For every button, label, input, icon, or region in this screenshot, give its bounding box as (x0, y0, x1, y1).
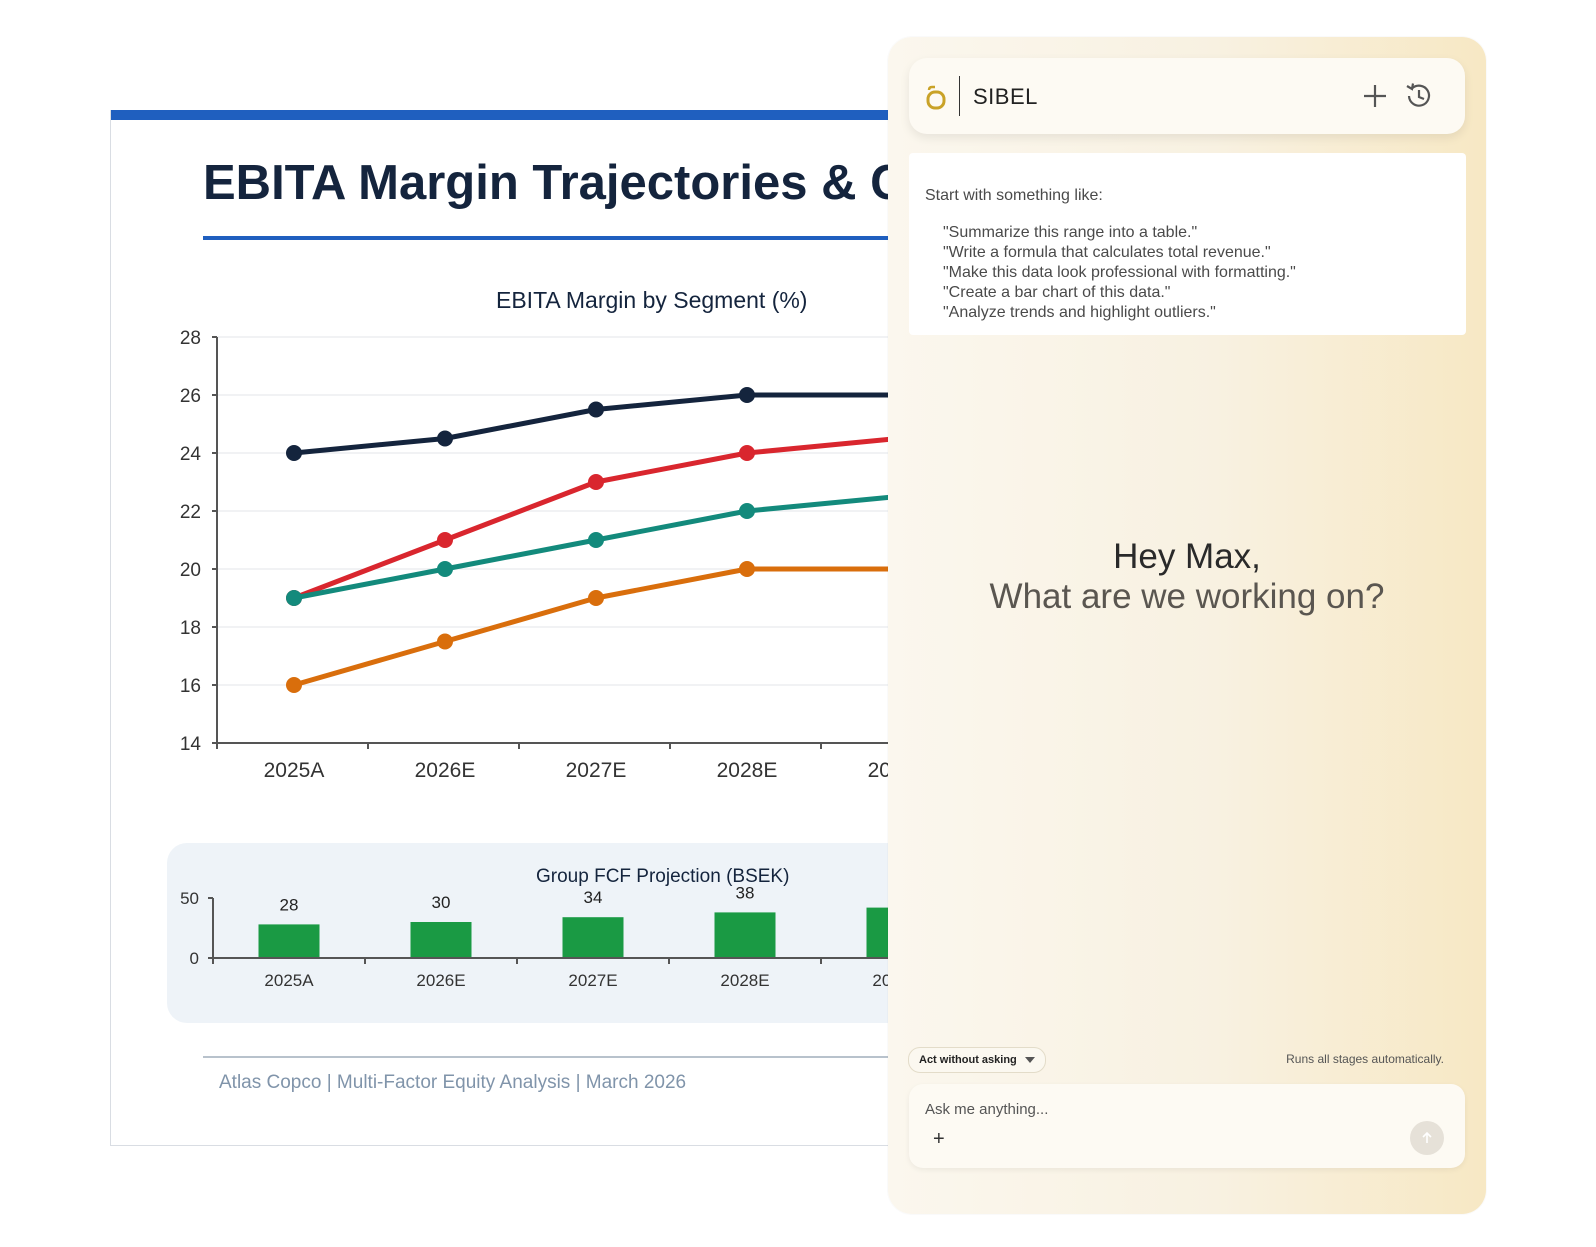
bar (258, 924, 320, 958)
bar (714, 912, 776, 958)
y-tick-label: 18 (180, 618, 201, 639)
assistant-header: SIBEL (909, 58, 1465, 134)
bar-value-label: 34 (584, 888, 603, 907)
line-chart-title: EBITA Margin by Segment (%) (496, 287, 808, 313)
x-tick-label: 2027E (568, 971, 617, 990)
title-underline (203, 236, 911, 240)
data-point (286, 677, 302, 693)
data-point (286, 445, 302, 461)
data-point (286, 590, 302, 606)
bar-chart-title: Group FCF Projection (BSEK) (536, 866, 790, 887)
greeting-line-1: Hey Max, (1113, 537, 1261, 576)
arrow-up-icon (1422, 1131, 1432, 1143)
data-point (437, 430, 453, 447)
data-point (437, 532, 453, 548)
x-tick-label: 2027E (566, 759, 627, 780)
composer: + (909, 1084, 1465, 1168)
suggestions-heading: Start with something like: (925, 187, 1103, 204)
history-icon (1406, 83, 1431, 107)
suggestion-item[interactable]: "Analyze trends and highlight outliers." (943, 304, 1216, 321)
mode-label: Act without asking (919, 1054, 1017, 1066)
greeting-line-2: What are we working on? (989, 577, 1385, 616)
plus-icon (1364, 85, 1386, 107)
x-tick-label: 2028E (717, 759, 778, 780)
y-tick-label: 14 (180, 734, 202, 755)
y-tick-label: 26 (180, 386, 201, 407)
y-tick-label: 0 (190, 949, 199, 968)
y-tick-label: 24 (180, 444, 202, 465)
suggestion-item[interactable]: "Create a bar chart of this data." (943, 284, 1171, 301)
suggestions-list: "Summarize this range into a table." "Wr… (943, 223, 1296, 323)
x-tick-label: 2025A (264, 971, 314, 990)
app-name: SIBEL (973, 84, 1038, 109)
bar-value-label: 30 (432, 893, 451, 912)
y-tick-label: 16 (180, 676, 201, 697)
chat-input[interactable] (923, 1096, 1407, 1122)
data-point (739, 561, 755, 577)
slide: EBITA Margin Trajectories & Cash Generat… (110, 110, 911, 1146)
data-point (588, 590, 604, 606)
suggestions-box: Start with something like: "Summarize th… (909, 153, 1466, 335)
slide-accent-bar (111, 110, 911, 120)
x-tick-label: 2028E (720, 971, 769, 990)
data-point (437, 633, 453, 650)
y-tick-label: 20 (180, 560, 201, 581)
x-tick-label: 2025A (264, 759, 325, 780)
fcf-bar-chart: 050282025A302026E342027E382028E2029E (180, 883, 911, 990)
y-tick-label: 50 (180, 889, 199, 908)
data-point (588, 401, 604, 418)
data-point (739, 445, 755, 461)
data-point (739, 503, 755, 519)
slide-footer: Atlas Copco | Multi-Factor Equity Analys… (219, 1072, 687, 1093)
mode-hint: Runs all stages automatically. (1286, 1052, 1444, 1066)
bar (562, 917, 624, 958)
history-button[interactable] (1403, 80, 1435, 112)
suggestion-item[interactable]: "Write a formula that calculates total r… (943, 244, 1271, 261)
assistant-panel: SIBEL Start with something like: "Summar… (888, 37, 1486, 1214)
slide-title: EBITA Margin Trajectories & Cash Generat… (203, 156, 911, 210)
chevron-down-icon (1024, 1057, 1035, 1063)
suggestion-item[interactable]: "Summarize this range into a table." (943, 224, 1198, 241)
header-divider (959, 76, 960, 116)
footer-divider (203, 1056, 911, 1058)
data-point (437, 561, 453, 577)
series-line (293, 436, 899, 601)
data-point (588, 474, 604, 490)
mode-dropdown[interactable]: Act without asking (908, 1047, 1046, 1073)
ebita-line-chart: 14161820222426282025A2026E2027E2028E2029… (180, 328, 911, 780)
send-button[interactable] (1410, 1121, 1444, 1155)
bar-value-label: 38 (736, 883, 755, 902)
y-tick-label: 22 (180, 502, 201, 523)
x-tick-label: 2026E (415, 759, 476, 780)
data-point (739, 387, 755, 403)
bar (410, 922, 472, 958)
bar-value-label: 28 (280, 895, 299, 914)
y-tick-label: 28 (180, 328, 201, 349)
suggestion-item[interactable]: "Make this data look professional with f… (943, 264, 1296, 281)
attach-button[interactable]: + (933, 1128, 945, 1150)
x-tick-label: 2026E (416, 971, 465, 990)
new-chat-button[interactable] (1359, 80, 1391, 112)
sibel-logo-icon (926, 85, 946, 110)
data-point (588, 532, 604, 548)
